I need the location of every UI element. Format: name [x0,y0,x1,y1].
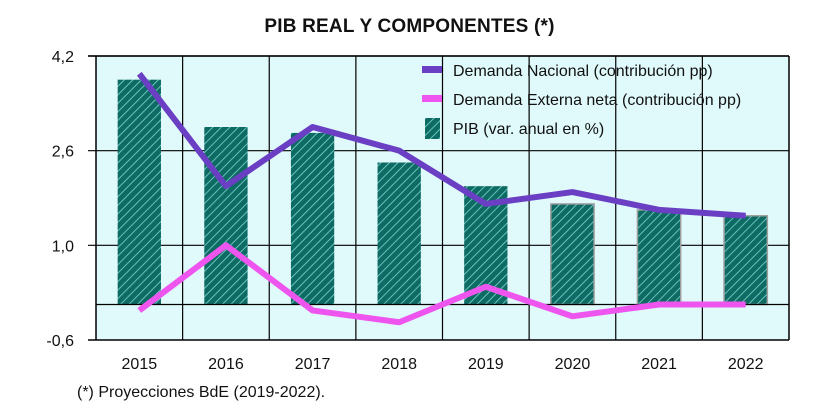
x-tick-label: 2022 [728,356,764,373]
bar-series [117,79,769,306]
legend: Demanda Nacional (contribución pp) Demand… [422,63,741,139]
legend-label-2: PIB (var. anual en %) [453,121,604,138]
demanda-externa-line [137,242,746,326]
y-tick-label: 4,2 [52,49,74,66]
x-tick-label: 2018 [381,356,417,373]
line-series [136,71,746,326]
bar-2021 [636,209,682,306]
x-axis-ticks: 2015 2016 2017 2018 2019 2020 2021 2022 [122,356,764,373]
bar-2022 [723,215,769,306]
footnote: (*) Proyecciones BdE (2019-2022). [77,384,326,401]
y-tick-label: 2,6 [52,144,74,161]
y-axis-ticks: -0,6 1,0 2,6 4,2 [46,49,74,350]
x-tick-label: 2021 [641,356,677,373]
bar-2017 [290,132,335,305]
x-tick-label: 2015 [122,356,158,373]
legend-label-0: Demanda Nacional (contribución pp) [453,63,713,80]
y-tick-label: -0,6 [46,333,74,350]
legend-swatch-0 [422,66,442,73]
legend-swatch-1 [422,95,442,102]
bar-2015 [117,79,161,305]
demanda-nacional-line [136,71,746,219]
legend-label-1: Demanda Externa neta (contribución pp) [453,92,741,109]
x-tick-label: 2020 [555,356,591,373]
x-tick-label: 2019 [468,356,504,373]
axes [88,55,790,341]
bar-2016 [204,127,248,305]
bar-2020 [550,203,595,306]
x-tick-label: 2016 [208,356,244,373]
chart-title: PIB REAL Y COMPONENTES (*) [264,16,555,37]
x-tick-label: 2017 [295,356,331,373]
legend-swatch-2 [425,118,440,139]
y-tick-label: 1,0 [52,238,74,255]
bar-2018 [377,162,421,305]
